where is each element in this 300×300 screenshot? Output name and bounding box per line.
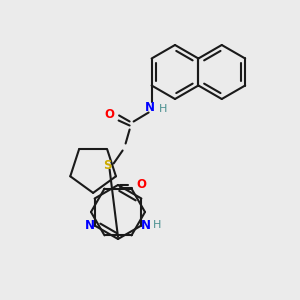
Text: H: H xyxy=(153,220,162,230)
Text: N: N xyxy=(85,219,94,232)
Text: H: H xyxy=(158,104,167,115)
Text: N: N xyxy=(145,101,154,114)
Text: S: S xyxy=(103,159,112,172)
Text: N: N xyxy=(140,219,150,232)
Text: O: O xyxy=(136,178,146,191)
Text: O: O xyxy=(105,108,115,121)
